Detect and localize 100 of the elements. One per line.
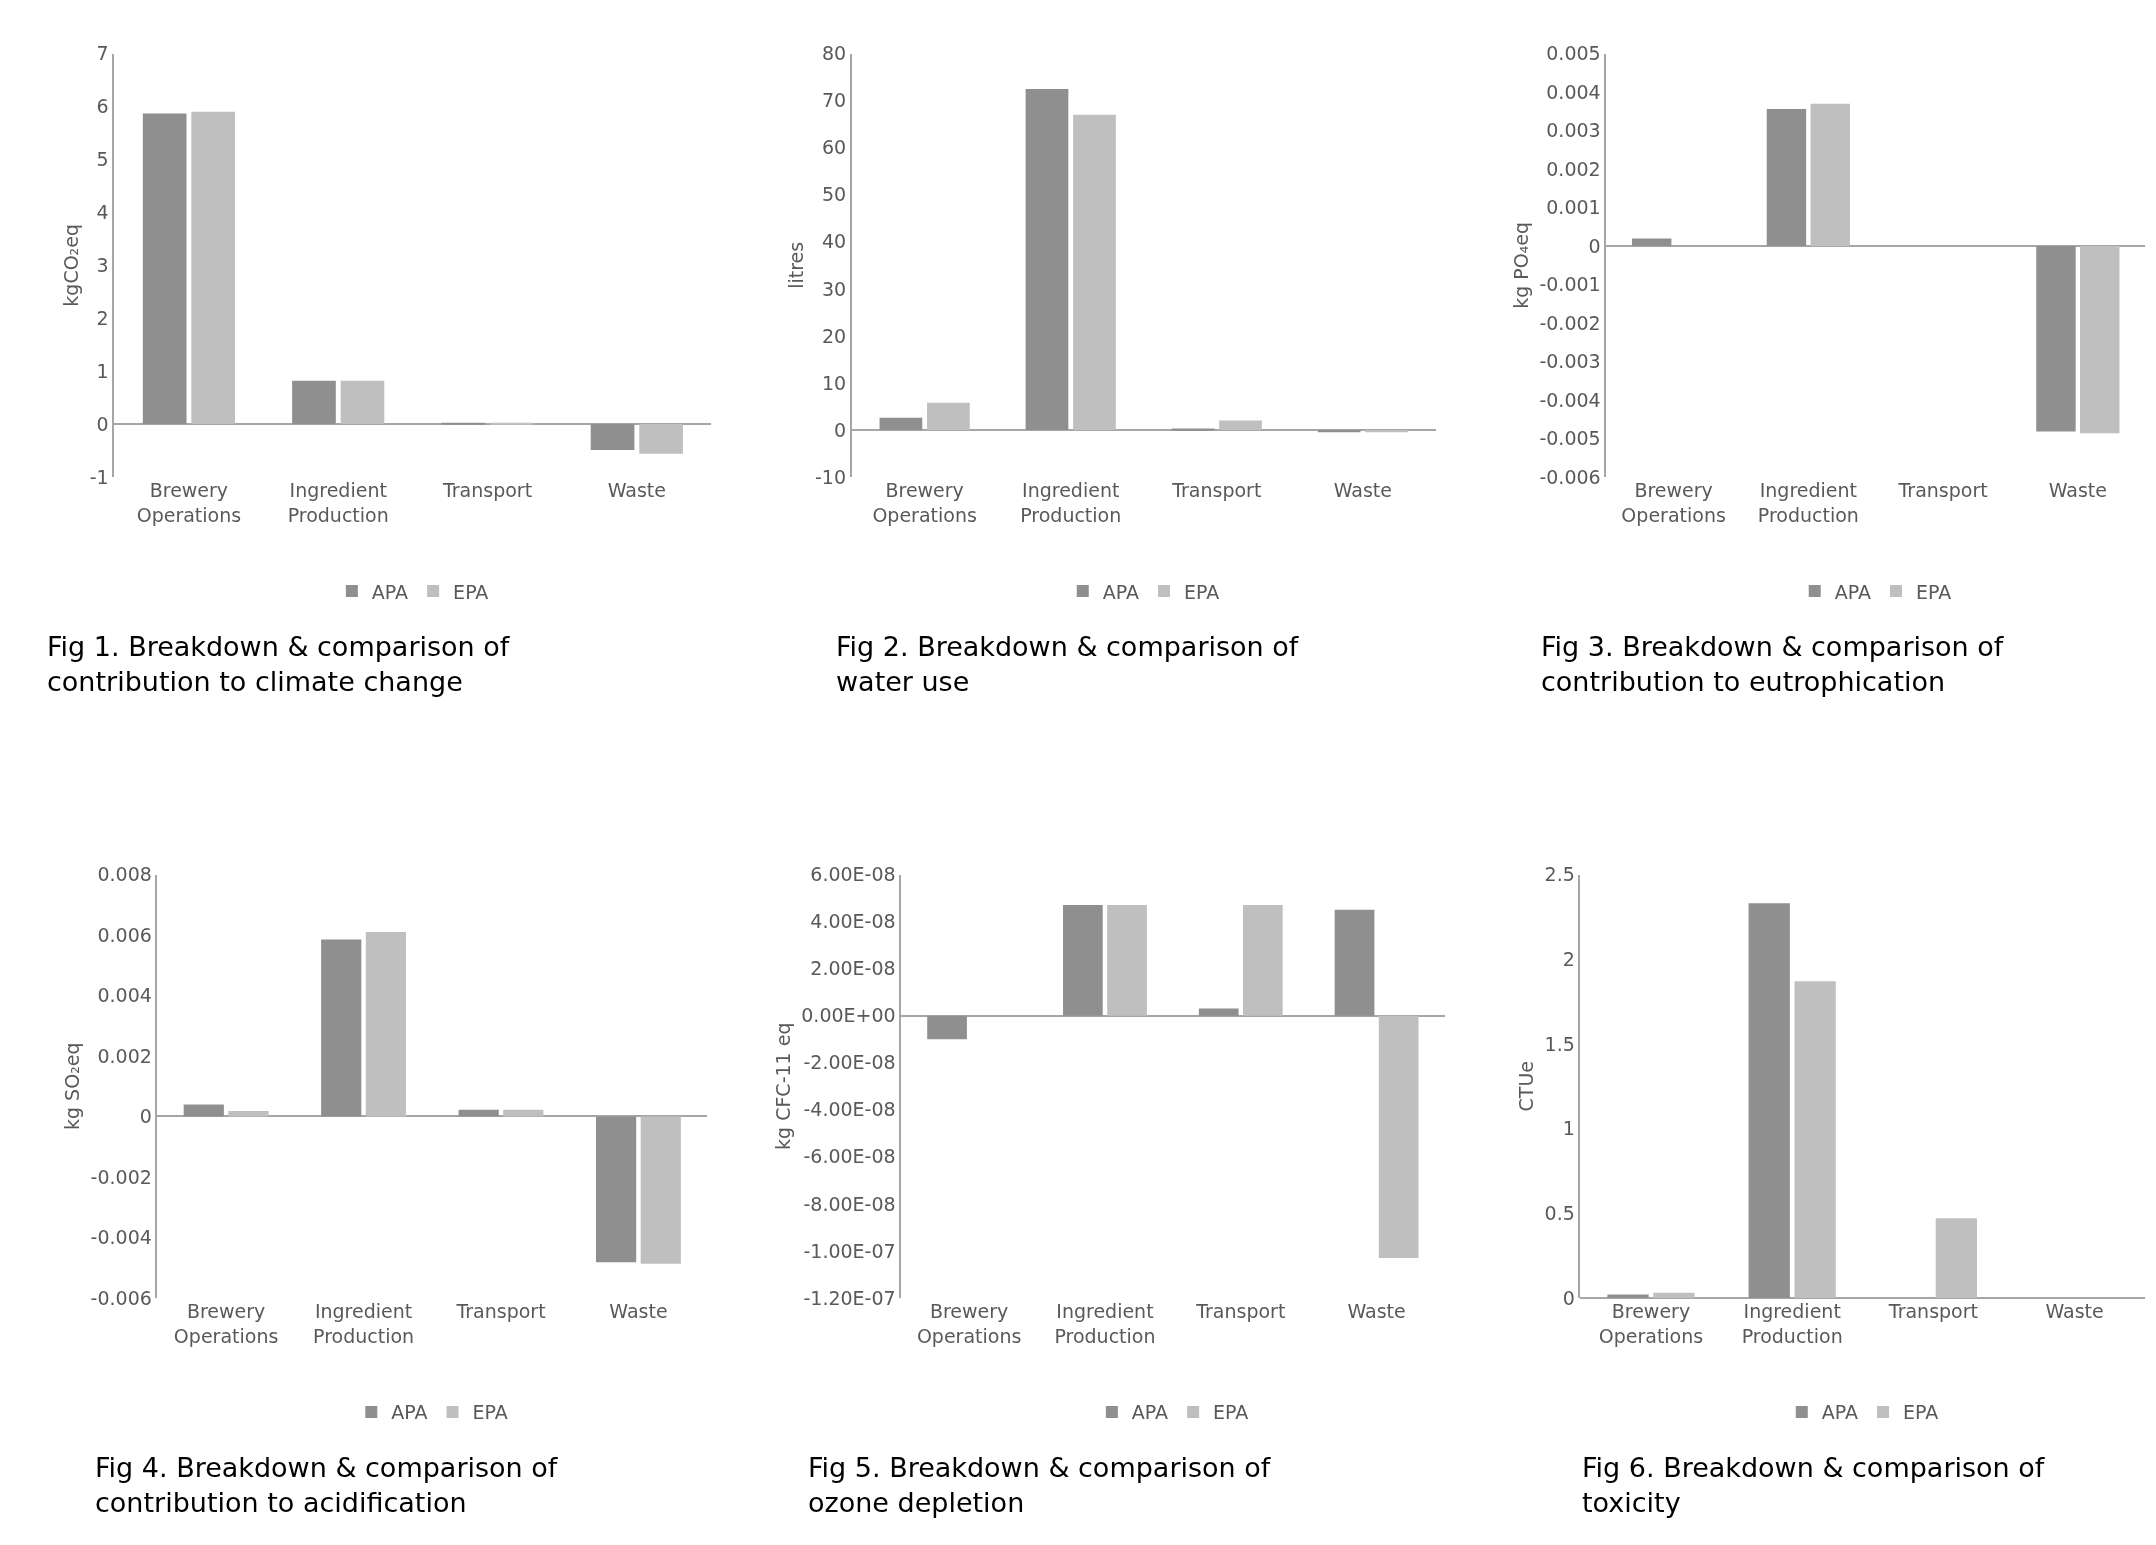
bar xyxy=(183,1104,224,1117)
y-tick-label: 0.005 xyxy=(1546,42,1601,65)
x-tick-label: Ingredient Production xyxy=(1741,1299,1843,1347)
y-tick-label: 4 xyxy=(96,201,109,224)
x-tick-label: Waste xyxy=(1333,479,1392,502)
bar xyxy=(1063,905,1103,1016)
caption: Fig 4. Breakdown & comparison of contribution to acidification xyxy=(95,1452,559,1519)
y-tick-label: -1.20E-07 xyxy=(803,1286,896,1309)
y-tick-label: -0.006 xyxy=(1539,465,1601,488)
y-tick-label: -2.00E-08 xyxy=(803,1051,896,1074)
y-tick-label: 0.002 xyxy=(97,1044,152,1067)
y-tick-label: 10 xyxy=(821,371,847,394)
bar xyxy=(489,422,534,425)
bar xyxy=(640,1116,681,1264)
x-tick-label: Ingredient Production xyxy=(1054,1299,1156,1347)
caption: Fig 5. Breakdown & comparison of ozone depletion xyxy=(808,1452,1272,1519)
y-tick-label: 2 xyxy=(1562,947,1575,970)
y-axis-title: kg SO₂eq xyxy=(60,1042,83,1130)
bar xyxy=(1242,905,1283,1016)
bar xyxy=(1653,1292,1695,1298)
y-tick-label: -0.002 xyxy=(1539,311,1601,334)
x-tick-label: Brewery Operations xyxy=(916,1299,1022,1347)
y-tick-label: 0.5 xyxy=(1544,1201,1575,1224)
bar xyxy=(1810,103,1850,247)
bar xyxy=(1766,109,1807,247)
bar xyxy=(1748,903,1790,1298)
bar xyxy=(321,939,362,1117)
bar xyxy=(1198,1008,1239,1016)
bar xyxy=(503,1109,544,1117)
legend-label: APA xyxy=(1131,1401,1169,1424)
x-tick-label: Transport xyxy=(1195,1299,1286,1322)
y-tick-label: 2 xyxy=(96,306,109,329)
y-tick-label: 0.002 xyxy=(1546,157,1601,180)
bar xyxy=(639,424,683,454)
y-tick-label: 1 xyxy=(96,359,109,382)
legend-label: APA xyxy=(1102,580,1140,603)
bar xyxy=(1607,1294,1649,1298)
y-tick-label: 4.00E-08 xyxy=(810,910,896,933)
y-tick-label: -0.004 xyxy=(90,1226,152,1249)
bar xyxy=(1025,88,1069,430)
x-tick-label: Ingredient Production xyxy=(313,1299,415,1347)
bar xyxy=(590,424,635,451)
y-axis-title: kg CFC-11 eq xyxy=(771,1022,794,1150)
caption: Fig 1. Breakdown & comparison of contribution to climate change xyxy=(47,631,511,698)
legend-label: EPA xyxy=(1903,1401,1939,1424)
y-tick-label: 2.5 xyxy=(1544,863,1575,886)
legend-label: APA xyxy=(391,1401,428,1424)
bar xyxy=(458,1109,499,1117)
legend-label: EPA xyxy=(1915,580,1952,603)
y-tick-label: 5 xyxy=(96,148,109,171)
y-tick-label: 0.00E+00 xyxy=(801,1004,896,1027)
legend-label: EPA xyxy=(1184,580,1220,603)
y-tick-label: 0.003 xyxy=(1546,119,1601,142)
y-tick-label: -0.001 xyxy=(1539,273,1601,296)
x-tick-label: Transport xyxy=(1897,479,1988,502)
y-tick-label: 0.004 xyxy=(97,984,152,1007)
bar xyxy=(228,1111,269,1117)
bar xyxy=(191,111,236,425)
caption: Fig 2. Breakdown & comparison of water use xyxy=(836,631,1300,698)
x-tick-label: Transport xyxy=(441,479,533,502)
y-tick-label: 0 xyxy=(833,418,847,441)
x-tick-label: Ingredient Production xyxy=(1757,479,1859,526)
x-tick-label: Waste xyxy=(2048,479,2107,502)
bar xyxy=(441,422,486,425)
x-tick-label: Brewery Operations xyxy=(173,1299,279,1347)
caption: Fig 6. Breakdown & comparison of toxicity xyxy=(1582,1452,2046,1519)
y-tick-label: -4.00E-08 xyxy=(803,1098,896,1121)
y-tick-label: 0 xyxy=(1588,234,1601,257)
x-tick-label: Transport xyxy=(455,1299,546,1322)
y-tick-label: 6.00E-08 xyxy=(810,863,896,886)
bar xyxy=(1794,981,1836,1298)
y-tick-label: 2.00E-08 xyxy=(810,957,896,980)
x-tick-label: Ingredient Production xyxy=(1020,479,1122,526)
bar xyxy=(927,402,970,430)
legend-label: EPA xyxy=(453,580,489,603)
x-tick-label: Brewery Operations xyxy=(1598,1299,1704,1347)
y-axis-title: kg PO₄eq xyxy=(1509,221,1532,309)
legend-label: APA xyxy=(371,580,409,603)
y-tick-label: 0.008 xyxy=(97,863,152,886)
y-tick-label: 0.001 xyxy=(1546,196,1601,219)
legend-label: APA xyxy=(1834,580,1871,603)
y-axis-title: kgCO₂eq xyxy=(60,224,83,307)
y-tick-label: 7 xyxy=(96,42,109,65)
legend-label: APA xyxy=(1821,1401,1859,1424)
bar xyxy=(1334,909,1375,1016)
y-tick-label: 0 xyxy=(1562,1286,1575,1309)
bar xyxy=(596,1116,637,1263)
y-tick-label: -0.006 xyxy=(90,1286,152,1309)
bar xyxy=(340,380,385,425)
bar xyxy=(1935,1218,1977,1298)
x-tick-label: Brewery Operations xyxy=(872,479,977,526)
y-tick-label: -1.00E-07 xyxy=(803,1239,896,1262)
y-tick-label: -10 xyxy=(815,465,847,488)
y-tick-label: 1.5 xyxy=(1544,1032,1575,1055)
x-tick-label: Brewery Operations xyxy=(1621,479,1726,526)
y-tick-label: 6 xyxy=(96,95,109,118)
x-tick-label: Waste xyxy=(609,1299,668,1322)
y-tick-label: 40 xyxy=(821,230,847,253)
x-tick-label: Waste xyxy=(607,479,666,502)
y-tick-label: -0.003 xyxy=(1539,350,1601,373)
